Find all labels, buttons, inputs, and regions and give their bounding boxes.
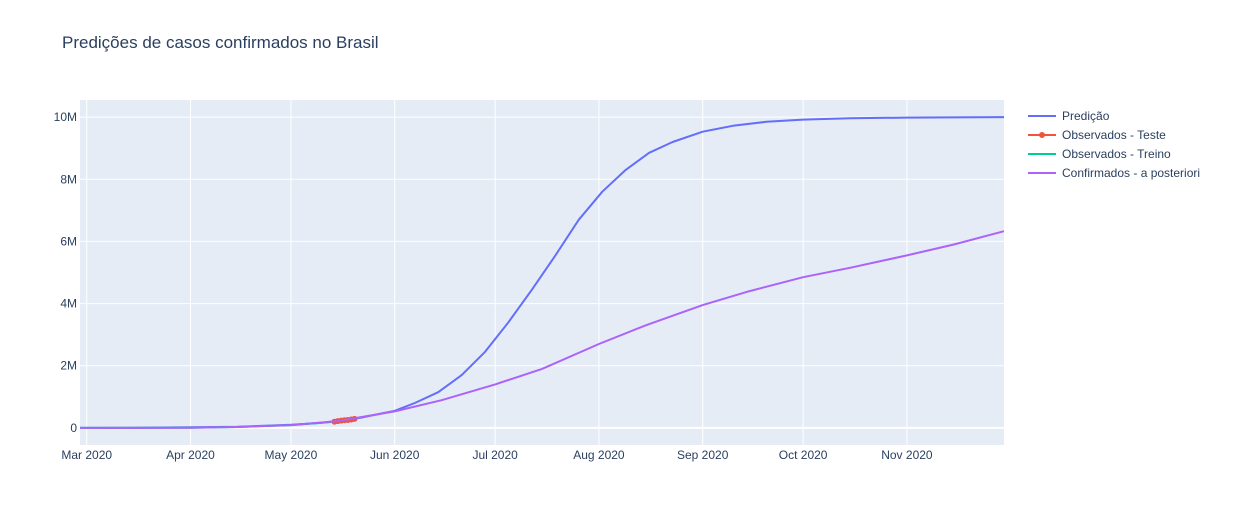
x-tick-label: Oct 2020 [779, 448, 828, 462]
legend-label: Observados - Treino [1062, 147, 1171, 161]
legend-label: Observados - Teste [1062, 128, 1166, 142]
x-tick-label: Jul 2020 [472, 448, 518, 462]
y-tick-label: 10M [54, 110, 77, 124]
legend-item[interactable]: Observados - Treino [1026, 144, 1200, 163]
legend-swatch-icon [1026, 110, 1058, 122]
legend-item[interactable]: Confirmados - a posteriori [1026, 163, 1200, 182]
y-tick-label: 2M [60, 359, 77, 373]
x-tick-label: Nov 2020 [881, 448, 933, 462]
y-axis-ticks: 0 2M 4M 6M 8M 10M [54, 110, 78, 435]
legend[interactable]: Predição Observados - Teste Observados - T… [1026, 106, 1200, 182]
legend-swatch-icon [1026, 167, 1058, 179]
legend-item[interactable]: Observados - Teste [1026, 125, 1200, 144]
x-tick-label: Aug 2020 [573, 448, 625, 462]
legend-label: Predição [1062, 109, 1109, 123]
legend-swatch-icon [1026, 129, 1058, 141]
x-tick-label: Mar 2020 [61, 448, 112, 462]
legend-item[interactable]: Predição [1026, 106, 1200, 125]
x-axis-ticks: Mar 2020 Apr 2020 May 2020 Jun 2020 Jul 2020… [61, 448, 933, 462]
x-tick-label: Apr 2020 [166, 448, 215, 462]
plot-area[interactable] [80, 100, 1004, 445]
legend-swatch-icon [1026, 148, 1058, 160]
legend-label: Confirmados - a posteriori [1062, 166, 1200, 180]
y-tick-label: 0 [70, 421, 77, 435]
x-tick-label: May 2020 [265, 448, 318, 462]
x-tick-label: Jun 2020 [370, 448, 420, 462]
x-tick-label: Sep 2020 [677, 448, 729, 462]
y-tick-label: 8M [60, 172, 77, 186]
y-tick-label: 6M [60, 234, 77, 248]
y-tick-label: 4M [60, 297, 77, 311]
